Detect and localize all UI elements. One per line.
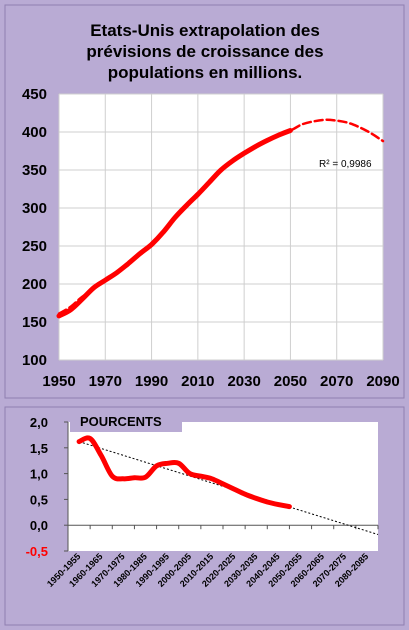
y-tick-label: 1,0 [30,467,48,482]
y-tick-label: -0,5 [26,544,48,559]
plot-area [58,93,384,361]
population-chart-panel: Etats-Unis extrapolation des prévisions d… [0,0,409,403]
x-tick-label: 2090 [366,373,399,390]
box-title: POURCENTS [80,414,162,429]
percent-chart-panel: 2,0 1,5 1,0 0,5 0,0 -0,5 1950-1955 1960-1965 197… [0,403,409,630]
x-tick-label: 1970 [89,373,122,390]
y-tick-label: 0,5 [30,492,48,507]
percent-chart: 2,01,51,00,50,0-0,51950-19551960-1965197… [4,406,405,626]
y-tick-label: 400 [22,124,47,141]
y-tick-label: 300 [22,200,47,217]
y-tick-label: 1,5 [30,441,48,456]
y-tick-label: 350 [22,162,47,179]
percent-series-line [76,435,292,510]
x-tick-label: 2050 [274,373,307,390]
y-tick-label: 200 [22,276,47,293]
y-tick-label: 100 [22,352,47,369]
y-tick-label: 150 [22,314,47,331]
x-tick-label: 2030 [227,373,260,390]
trend-series-line [57,118,385,315]
x-tick-label: 1950 [42,373,75,390]
population-chart: Etats-Unis extrapolation des prévisions d… [4,4,405,399]
r-squared-annotation: R² = 0,9986 [319,159,372,170]
chart-title-line: prévisions de croissance des [86,42,323,61]
chart-frame [4,406,405,626]
x-tick-label: 2070 [320,373,353,390]
chart-frame [4,4,405,399]
x-tick-label: 2010 [181,373,214,390]
chart-title-line: populations en millions. [108,63,303,82]
box-title-background [70,410,182,432]
y-tick-label: 250 [22,238,47,255]
y-tick-label: 450 [22,86,47,103]
y-tick-label: 2,0 [30,415,48,430]
y-tick-label: 0,0 [30,518,48,533]
chart-title-line: Etats-Unis extrapolation des [90,21,320,40]
x-tick-label: 1990 [135,373,168,390]
